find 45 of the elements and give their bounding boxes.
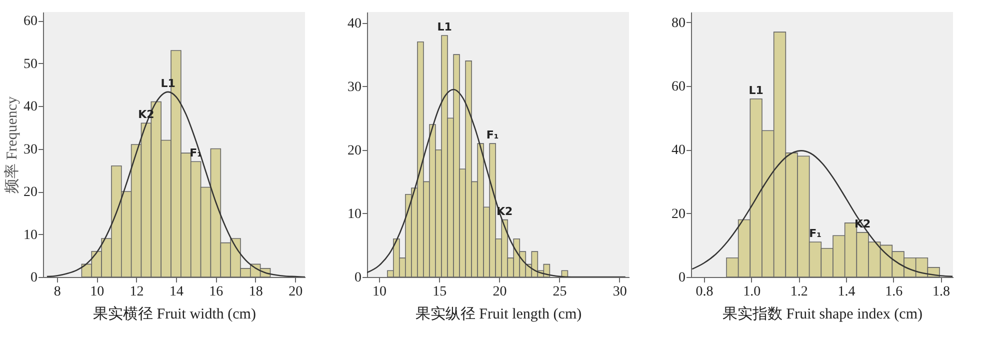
x-tick-label: 10 — [90, 284, 104, 300]
annotation: F₁ — [486, 128, 499, 142]
y-tick-label: 60 — [24, 14, 38, 30]
annotation: F₁ — [809, 227, 822, 240]
y-tick-label: 20 — [672, 206, 686, 222]
x-axis-title: 果实纵径 Fruit length (cm) — [415, 306, 582, 322]
y-tick-label: 0 — [678, 270, 686, 286]
x-tick-label: 20 — [288, 284, 303, 300]
x-axis-title: 果实指数 Fruit shape index (cm) — [722, 306, 922, 322]
x-axis-title: 果实横径 Fruit width (cm) — [93, 306, 256, 322]
y-tick-label: 10 — [348, 206, 362, 222]
y-tick-label: 10 — [24, 228, 38, 243]
y-tick-label: 60 — [672, 80, 686, 95]
x-tick-label: 20 — [492, 284, 507, 300]
y-axis-title: 频率 Frequency — [4, 96, 20, 194]
y-tick-label: 30 — [348, 80, 362, 95]
y-tick-label: 0 — [354, 270, 362, 286]
x-tick-label: 25 — [552, 284, 567, 300]
x-tick-label: 8 — [54, 284, 61, 300]
x-tick-label: 1.4 — [838, 284, 856, 300]
y-tick-label: 0 — [30, 270, 38, 286]
y-tick-label: 40 — [24, 100, 38, 115]
line-series — [46, 91, 305, 277]
annotation: L1 — [437, 20, 452, 34]
x-tick-label: 12 — [130, 284, 144, 300]
x-tick-label: 1.0 — [743, 284, 761, 300]
y-tick-label: 80 — [672, 16, 686, 31]
x-tick-label: 1.6 — [885, 284, 903, 300]
annotation: L1 — [748, 84, 764, 97]
x-tick-label: 15 — [432, 284, 447, 300]
y-tick-label: 30 — [24, 142, 38, 158]
line-series — [367, 88, 626, 277]
x-tick-label: 14 — [169, 284, 184, 300]
x-tick-label: 18 — [248, 284, 263, 300]
y-tick-label: 20 — [24, 185, 38, 200]
x-tick-label: 1.2 — [790, 284, 808, 300]
x-tick-label: 10 — [372, 284, 387, 300]
x-tick-label: 30 — [612, 284, 627, 300]
y-tick-label: 50 — [24, 56, 38, 72]
x-tick-label: 16 — [209, 284, 224, 300]
y-tick-label: 20 — [348, 143, 362, 158]
y-tick-label: 40 — [672, 143, 686, 158]
y-tick-label: 40 — [348, 16, 362, 32]
x-tick-label: 0.8 — [696, 284, 714, 300]
x-tick-label: 1.8 — [932, 284, 950, 300]
